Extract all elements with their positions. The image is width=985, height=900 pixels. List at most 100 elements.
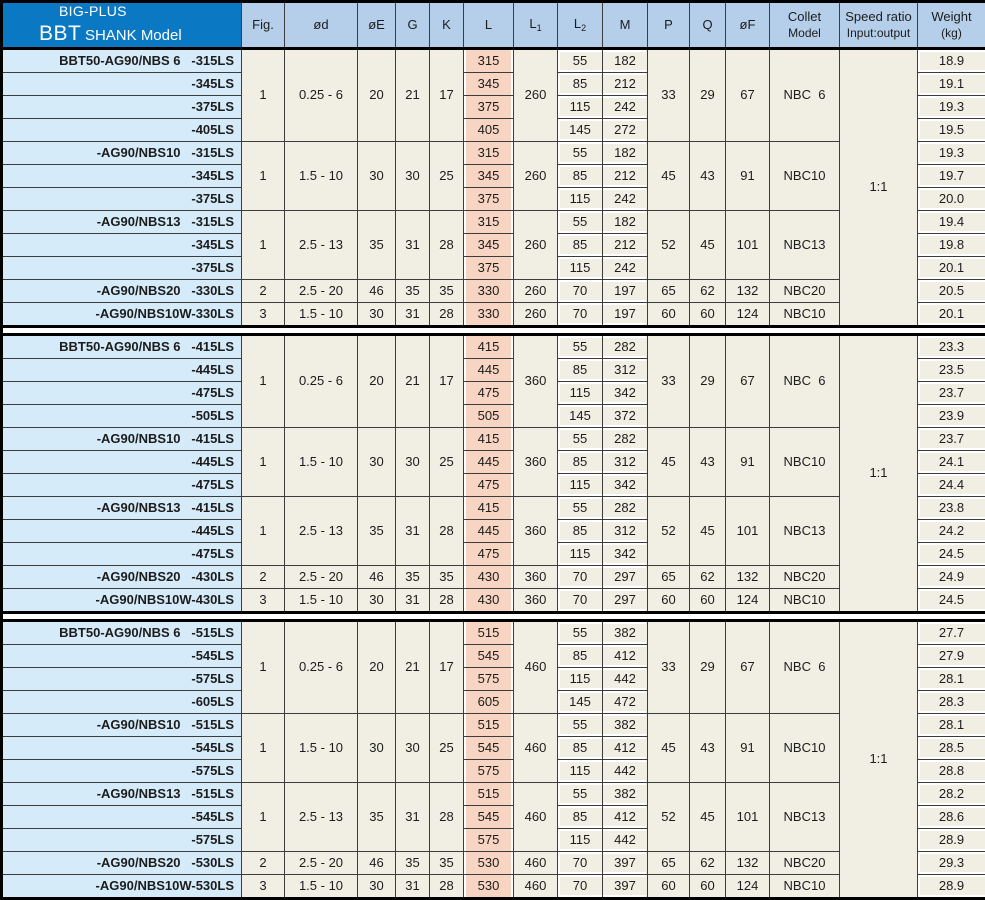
k-cell: 28 [430,496,464,565]
weight-cell: 20.1 [918,256,985,279]
collet-model-cell: NBC 6 [770,620,840,713]
l-cell: 530 [464,851,514,874]
weight-cell: 24.4 [918,473,985,496]
col-header-Q: Q [690,2,726,49]
section-separator-bar [2,326,985,334]
collet-model-cell: NBC10 [770,302,840,326]
l-cell: 515 [464,620,514,644]
m-cell: 397 [603,874,648,898]
model-cell: -575LS [2,667,242,690]
model-cell: BBT50-AG90/NBS 6 -515LS [2,620,242,644]
l1-cell: 460 [514,874,558,898]
weight-cell: 20.0 [918,187,985,210]
of-cell: 67 [726,48,770,141]
collet-model-cell: NBC20 [770,851,840,874]
m-cell: 397 [603,851,648,874]
l2-cell: 85 [558,72,603,95]
col-header-line2: (kg) [918,26,985,41]
p-cell: 65 [648,565,690,588]
m-cell: 372 [603,404,648,427]
model-cell: -AG90/NBS10W-330LS [2,302,242,326]
l2-cell: 85 [558,233,603,256]
g-cell: 30 [396,713,430,782]
q-cell: 29 [690,48,726,141]
m-cell: 212 [603,164,648,187]
weight-cell: 19.1 [918,72,985,95]
oe-cell: 46 [358,851,396,874]
col-header-subscript: 2 [581,23,586,33]
l2-cell: 85 [558,644,603,667]
m-cell: 312 [603,358,648,381]
oe-cell: 30 [358,713,396,782]
m-cell: 182 [603,141,648,164]
weight-cell: 23.5 [918,358,985,381]
collet-model-cell: NBC 6 [770,334,840,427]
p-cell: 65 [648,851,690,874]
l1-cell: 260 [514,141,558,210]
col-header-label: P [664,17,673,32]
col-header-label: K [442,17,451,32]
p-cell: 52 [648,782,690,851]
model-cell: -AG90/NBS10 -415LS [2,427,242,450]
m-cell: 242 [603,187,648,210]
model-cell: -605LS [2,690,242,713]
col-header-label: Fig. [252,17,274,32]
l2-cell: 70 [558,588,603,612]
model-cell: -375LS [2,187,242,210]
model-cell: -545LS [2,736,242,759]
collet-model-cell: NBC10 [770,141,840,210]
p-cell: 65 [648,279,690,302]
weight-cell: 28.1 [918,667,985,690]
oe-cell: 46 [358,279,396,302]
model-cell: -475LS [2,473,242,496]
l-cell: 405 [464,118,514,141]
l2-cell: 115 [558,256,603,279]
od-cell: 1.5 - 10 [285,874,358,898]
l2-cell: 115 [558,95,603,118]
weight-cell: 28.6 [918,805,985,828]
model-cell: -AG90/NBS10 -315LS [2,141,242,164]
l-cell: 445 [464,358,514,381]
g-cell: 31 [396,782,430,851]
m-cell: 442 [603,828,648,851]
model-cell: -AG90/NBS13 -315LS [2,210,242,233]
weight-cell: 28.9 [918,874,985,898]
weight-cell: 24.5 [918,542,985,565]
l-cell: 530 [464,874,514,898]
l-cell: 575 [464,828,514,851]
g-cell: 30 [396,141,430,210]
p-cell: 45 [648,427,690,496]
p-cell: 45 [648,713,690,782]
od-cell: 2.5 - 20 [285,565,358,588]
od-cell: 1.5 - 10 [285,302,358,326]
model-cell: -345LS [2,164,242,187]
col-header-oE: øE [358,2,396,49]
q-cell: 60 [690,302,726,326]
k-cell: 28 [430,210,464,279]
of-cell: 67 [726,334,770,427]
brand-label: BIG-PLUS [3,3,241,21]
m-cell: 342 [603,473,648,496]
q-cell: 43 [690,427,726,496]
l-cell: 375 [464,95,514,118]
l1-cell: 460 [514,713,558,782]
fig-cell: 1 [242,210,285,279]
fig-cell: 1 [242,334,285,427]
k-cell: 35 [430,279,464,302]
section-separator-bar [2,612,985,620]
q-cell: 43 [690,713,726,782]
model-cell: -345LS [2,72,242,95]
l-cell: 315 [464,210,514,233]
collet-model-cell: NBC20 [770,565,840,588]
l-cell: 430 [464,588,514,612]
l2-cell: 115 [558,473,603,496]
l2-cell: 115 [558,542,603,565]
l-cell: 315 [464,141,514,164]
col-header-label: Speed ratio [845,9,912,24]
l2-cell: 145 [558,690,603,713]
